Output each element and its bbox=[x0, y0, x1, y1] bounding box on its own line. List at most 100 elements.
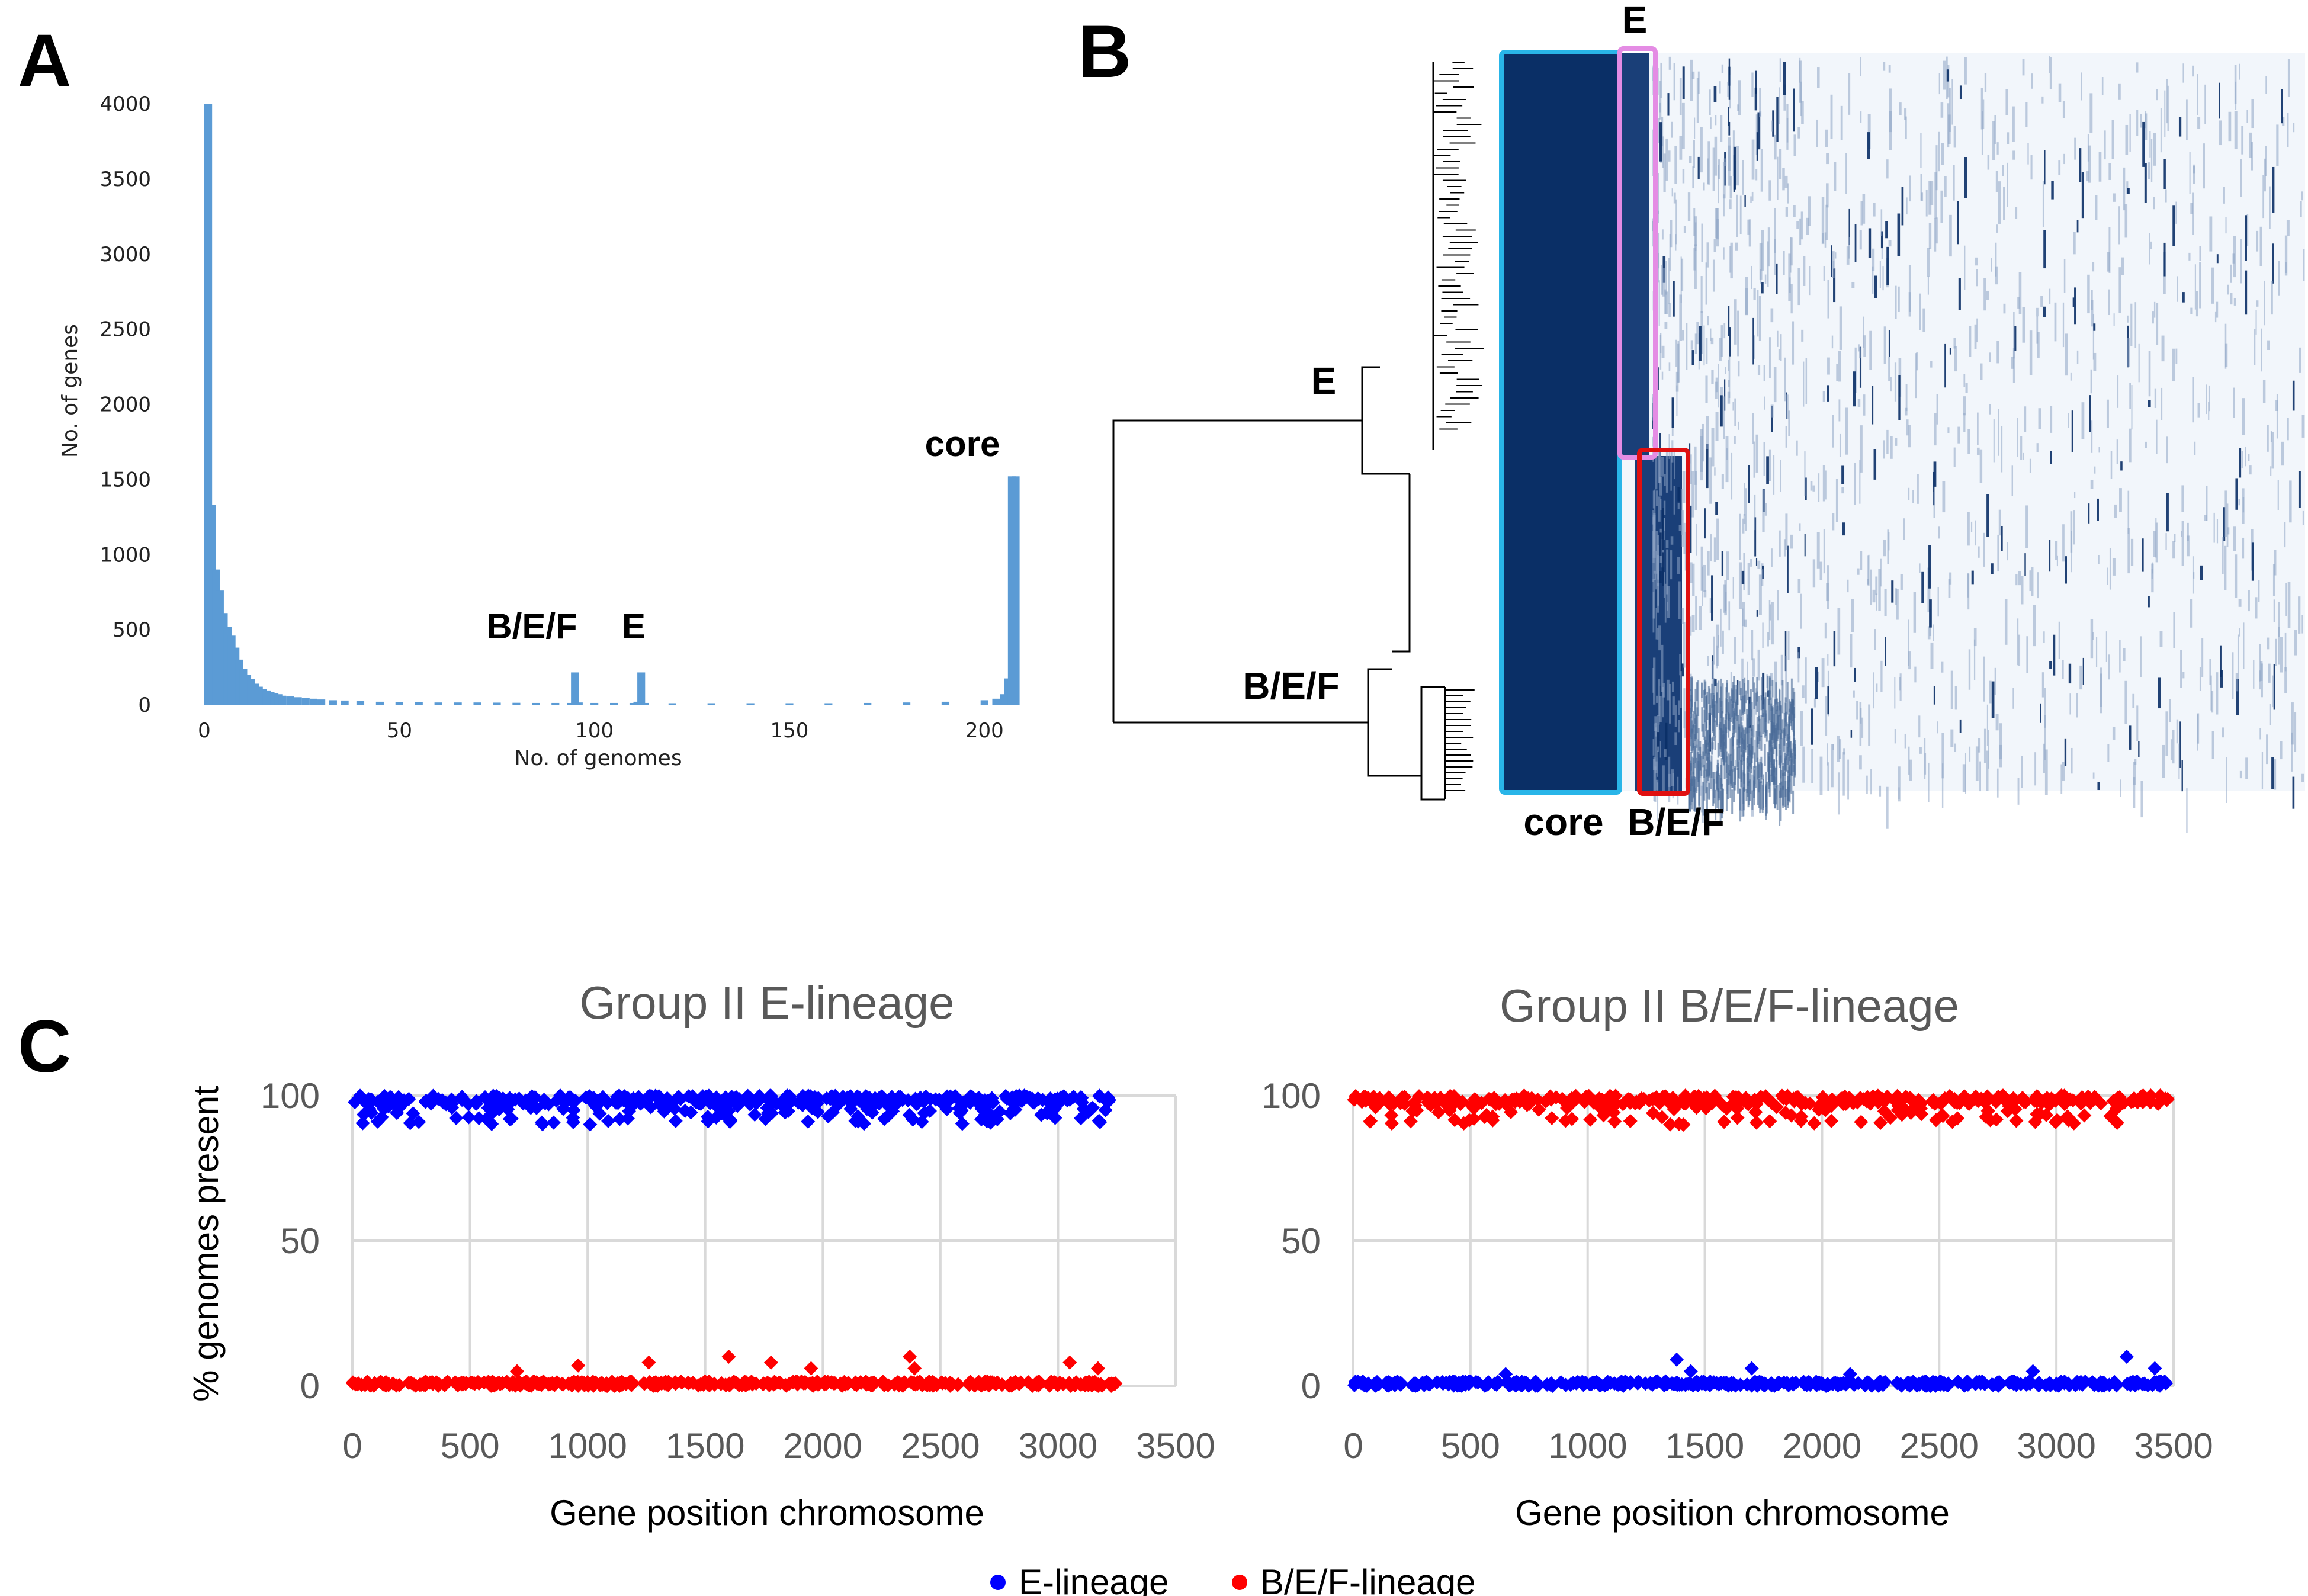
heatmap-cell bbox=[1897, 213, 1901, 256]
heatmap-cell bbox=[1658, 280, 1660, 326]
data-point bbox=[2095, 1376, 2110, 1391]
heatmap-cell bbox=[1886, 246, 1889, 286]
heatmap-cell bbox=[1832, 415, 1834, 448]
heatmap-cell bbox=[1720, 325, 1723, 357]
heatmap-cell bbox=[1707, 748, 1709, 781]
heatmap-cell bbox=[1747, 773, 1750, 786]
x-tick-label: 500 bbox=[1441, 1426, 1500, 1466]
heatmap-cell bbox=[1716, 776, 1719, 808]
heatmap-cell bbox=[1723, 247, 1725, 260]
heatmap-cell bbox=[2166, 79, 2168, 124]
data-point bbox=[877, 1377, 892, 1392]
heatmap-cell bbox=[1880, 558, 1882, 587]
heatmap-cell bbox=[1861, 717, 1864, 738]
heatmap-cell bbox=[1890, 436, 1893, 459]
heatmap-cell bbox=[2206, 384, 2207, 415]
heatmap-cell bbox=[1860, 551, 1863, 570]
heatmap-cell bbox=[1761, 230, 1764, 271]
heatmap-cell bbox=[2058, 621, 2060, 659]
histogram-bar bbox=[278, 695, 287, 705]
data-point bbox=[1498, 1367, 1513, 1382]
heatmap-cell bbox=[1670, 536, 1674, 545]
heatmap-cell bbox=[1696, 523, 1697, 556]
heatmap-cell bbox=[1973, 628, 1977, 647]
heatmap-cell bbox=[1694, 333, 1697, 354]
heatmap-cell bbox=[1994, 115, 1996, 144]
data-point bbox=[779, 1378, 794, 1393]
heatmap-cell bbox=[2090, 480, 2094, 489]
heatmap-cell bbox=[2021, 576, 2024, 605]
heatmap-cell bbox=[1762, 489, 1765, 532]
heatmap-cell bbox=[1944, 343, 1946, 388]
heatmap-cell bbox=[1691, 471, 1694, 518]
data-point bbox=[608, 1094, 622, 1109]
histogram-bar bbox=[286, 696, 294, 705]
data-point bbox=[1658, 1377, 1673, 1392]
y-tick-label: 1500 bbox=[99, 468, 151, 492]
heatmap-cell bbox=[1694, 776, 1697, 813]
heatmap-cell bbox=[1723, 584, 1726, 613]
heatmap-cell bbox=[1787, 770, 1789, 806]
heatmap-cell bbox=[1681, 510, 1684, 547]
heatmap-cell bbox=[1863, 335, 1866, 357]
heatmap-cell bbox=[1703, 564, 1706, 592]
heatmap-cell bbox=[1738, 421, 1739, 430]
heatmap-cell bbox=[1761, 569, 1764, 586]
heatmap-cell bbox=[1780, 788, 1782, 821]
data-point bbox=[481, 1100, 496, 1115]
data-point bbox=[710, 1100, 725, 1115]
heatmap-cell bbox=[2021, 756, 2023, 788]
data-point bbox=[526, 1375, 541, 1389]
heatmap-cell bbox=[2142, 121, 2145, 167]
data-point bbox=[583, 1117, 598, 1132]
heatmap-cell bbox=[1797, 652, 1800, 683]
heatmap-cell bbox=[1690, 340, 1693, 350]
heatmap-cell bbox=[1773, 455, 1775, 495]
heatmap-cell bbox=[2148, 400, 2151, 407]
histogram-bar bbox=[395, 702, 403, 705]
heatmap-cell bbox=[1980, 363, 1983, 380]
heatmap-cell bbox=[1999, 744, 2002, 760]
heatmap-cell bbox=[1786, 117, 1789, 143]
heatmap-cell bbox=[1657, 732, 1660, 747]
data-point bbox=[2006, 1375, 2021, 1389]
heatmap-cell bbox=[1944, 176, 1947, 197]
heatmap-cell bbox=[1859, 425, 1863, 473]
heatmap-cell bbox=[2170, 739, 2173, 760]
heatmap-cell bbox=[1755, 169, 1758, 181]
data-point bbox=[1873, 1115, 1888, 1130]
data-point bbox=[2119, 1350, 2134, 1364]
heatmap-cell bbox=[2114, 504, 2117, 518]
data-point bbox=[668, 1113, 683, 1128]
heatmap-cell bbox=[1822, 391, 1825, 402]
heatmap-cell bbox=[2117, 375, 2119, 408]
heatmap-cell bbox=[2275, 638, 2277, 666]
heatmap-cell bbox=[1826, 183, 1829, 208]
heatmap-cell bbox=[1783, 84, 1786, 111]
data-point bbox=[965, 1090, 980, 1104]
heatmap-cell bbox=[1665, 138, 1668, 181]
heatmap-cell bbox=[1906, 197, 1908, 215]
heatmap-cell bbox=[1721, 551, 1724, 576]
heatmap-cell bbox=[2278, 602, 2280, 637]
heatmap-cell bbox=[2095, 195, 2098, 220]
heatmap-cell bbox=[1658, 496, 1661, 522]
heatmap-cell bbox=[1853, 690, 1855, 698]
heatmap-cell bbox=[2129, 725, 2132, 750]
data-point bbox=[489, 1377, 503, 1392]
histogram-bar bbox=[415, 702, 423, 705]
data-point bbox=[1458, 1375, 1473, 1389]
heatmap-cell bbox=[1800, 211, 1803, 240]
data-point bbox=[1689, 1374, 1704, 1389]
heatmap-cell bbox=[1964, 157, 1967, 198]
data-point bbox=[865, 1105, 879, 1120]
heatmap-cell bbox=[1888, 357, 1890, 381]
heatmap-cell bbox=[2017, 418, 2018, 457]
heatmap-cell bbox=[1687, 192, 1691, 221]
heatmap-cell bbox=[1693, 711, 1695, 728]
heatmap-cell bbox=[1778, 744, 1780, 766]
heatmap-cell bbox=[1708, 782, 1710, 800]
heatmap-cell bbox=[1740, 716, 1742, 738]
heatmap-cell bbox=[1803, 256, 1806, 286]
data-point bbox=[545, 1376, 560, 1391]
